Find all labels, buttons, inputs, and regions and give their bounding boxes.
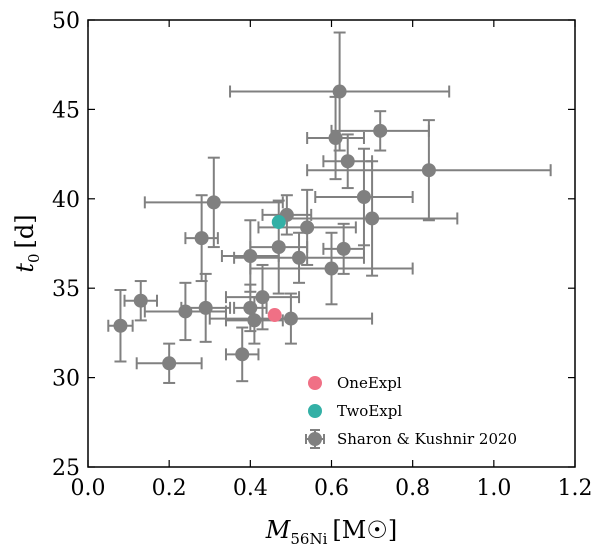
data-point [283,311,298,326]
y-axis-label: t0 [d] [11,214,43,272]
data-point [243,249,258,264]
data-point [373,123,388,138]
legend-item: TwoExpl [308,402,402,420]
error-bars [107,31,552,384]
y-tick-label: 40 [52,188,80,213]
data-point [336,241,351,256]
x-tick-label: 1.0 [476,476,511,501]
data-point [324,261,339,276]
legend-marker [308,432,322,446]
legend-marker [308,404,322,418]
legend-item: OneExpl [308,374,402,392]
legend-label: OneExpl [337,374,402,392]
y-label-main: t [11,263,39,273]
data-point [340,154,355,169]
data-point [198,300,213,315]
y-tick-label: 35 [52,277,80,302]
y-axis-ticks: 25 30 35 40 45 50 [52,9,575,481]
x-tick-label: 0.6 [314,476,349,501]
legend-item: Sharon & Kushnir 2020 [305,429,517,449]
data-point [206,195,221,210]
data-point [243,300,258,315]
y-tick-label: 25 [52,456,80,481]
data-point [421,163,436,178]
data-point [235,347,250,362]
x-axis-label: M56Ni [M☉] [265,516,397,547]
data-point [332,84,347,99]
x-tick-label: 0.0 [71,476,106,501]
y-tick-label: 50 [52,9,80,34]
data-point [194,231,209,246]
data-point [255,290,270,305]
data-point [356,190,371,205]
x-tick-label: 0.2 [152,476,187,501]
y-label-sub: 0 [25,253,43,263]
x-tick-label: 0.4 [233,476,268,501]
legend: OneExpl TwoExpl Sharon & Kushnir 2020 [305,374,517,449]
data-point [328,131,343,146]
data-point [178,304,193,319]
x-tick-label: 1.2 [558,476,593,501]
data-point [292,250,307,265]
y-label-unit: [d] [11,214,39,248]
data-point [113,318,128,333]
legend-label: TwoExpl [337,402,402,420]
data-point [300,220,315,235]
legend-label: Sharon & Kushnir 2020 [337,430,517,448]
data-point [247,313,262,328]
x-label-sub: 56Ni [290,530,327,547]
x-label-unit: [M☉] [332,516,397,544]
data-point [365,211,380,226]
data-point [133,293,148,308]
data-point [162,356,177,371]
x-axis-ticks: 0.0 0.2 0.4 0.6 0.8 1.0 1.2 [71,20,593,501]
data-point [271,240,286,255]
x-tick-label: 0.8 [395,476,430,501]
x-label-main: M [265,516,292,544]
data-point [267,308,282,323]
data-points [113,84,436,371]
y-tick-label: 30 [52,367,80,392]
y-tick-label: 45 [52,98,80,123]
data-point [271,215,286,230]
legend-marker [308,376,322,390]
